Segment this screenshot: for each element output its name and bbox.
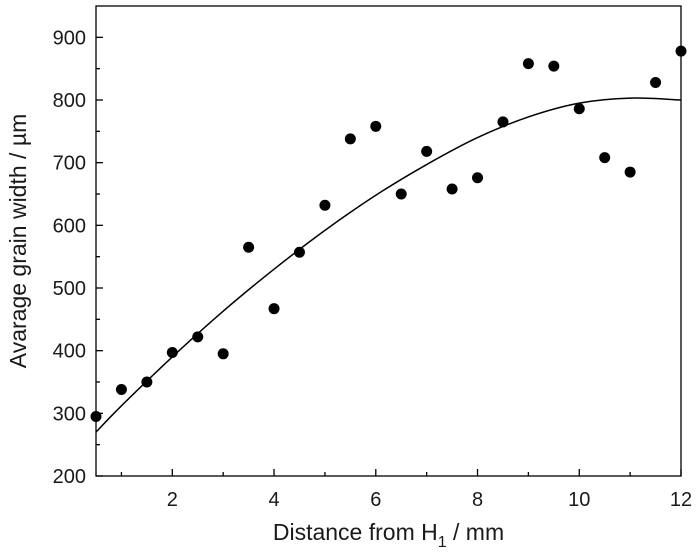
data-point (472, 172, 484, 184)
data-point (599, 152, 611, 164)
data-point (243, 241, 255, 253)
data-point (217, 348, 229, 360)
y-tick-label: 400 (53, 341, 86, 363)
y-tick-label: 800 (53, 90, 86, 112)
x-tick-label: 8 (472, 489, 483, 511)
x-tick-label: 12 (670, 489, 692, 511)
y-tick-label: 500 (53, 278, 86, 300)
y-tick-label: 200 (53, 466, 86, 488)
y-tick-label: 900 (53, 27, 86, 49)
data-point (141, 376, 153, 388)
y-axis-title: Avarage grain width / µm (5, 114, 31, 368)
axis-labels: 2 4 6 8 10 12 200 300 400 500 600 700 800 900 Distance… (5, 27, 692, 551)
data-point (90, 410, 102, 422)
data-point (573, 103, 585, 115)
plot-frame (95, 5, 682, 477)
x-tick-label: 6 (370, 489, 381, 511)
x-axis-title: Distance from H1 / mm (273, 519, 504, 551)
x-tick-label: 4 (268, 489, 279, 511)
data-points (90, 45, 687, 422)
data-point (624, 166, 636, 178)
data-point (293, 246, 305, 258)
x-tick-label: 10 (568, 489, 590, 511)
data-point (192, 331, 204, 343)
plot-area (95, 5, 682, 477)
fit-curve (95, 97, 682, 433)
x-tick-label: 2 (167, 489, 178, 511)
y-tick-label: 600 (53, 215, 86, 237)
data-point (395, 188, 407, 200)
data-point (522, 58, 534, 70)
data-point (344, 133, 356, 145)
data-point (446, 183, 458, 195)
data-point (370, 120, 382, 132)
data-point (497, 116, 509, 128)
data-point (268, 303, 280, 315)
data-point (166, 347, 178, 359)
fit-curve-group (95, 97, 682, 433)
data-point (650, 76, 662, 88)
data-point (675, 45, 687, 57)
axis-ticks (96, 36, 682, 477)
data-point (548, 60, 560, 72)
y-tick-label: 700 (53, 153, 86, 175)
data-point (421, 145, 433, 157)
data-point (319, 199, 331, 211)
y-tick-label: 300 (53, 403, 86, 425)
data-point (115, 384, 127, 396)
